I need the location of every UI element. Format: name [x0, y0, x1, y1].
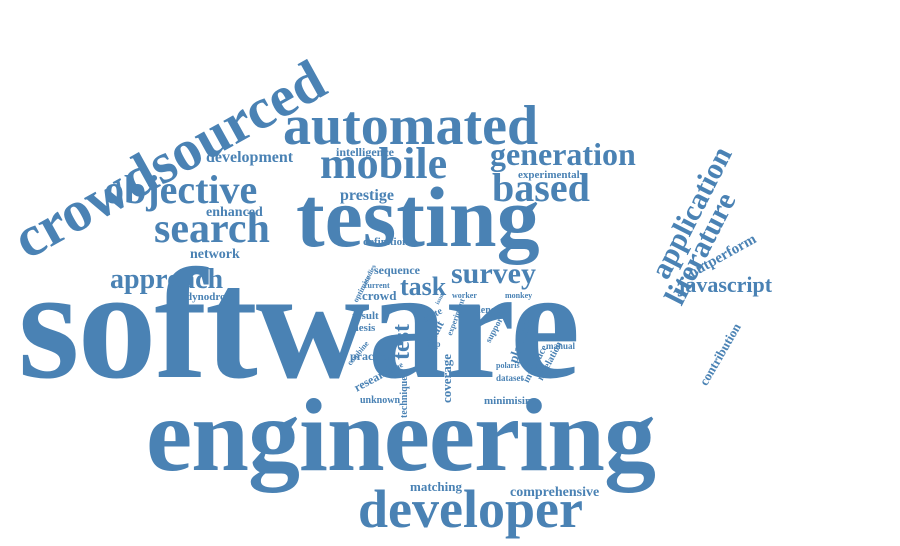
word-current: current — [364, 281, 390, 290]
word-software: software — [18, 237, 580, 412]
word-approach: approach — [110, 264, 224, 295]
word-polaris: polaris — [496, 361, 520, 370]
word-enhanced: enhanced — [206, 205, 263, 220]
word-testing: testing — [296, 169, 540, 265]
word-definition: definition — [363, 236, 409, 248]
word-app: app — [426, 339, 441, 349]
word-monkey: monkey — [505, 291, 533, 300]
word-contribution: contribution — [696, 320, 744, 388]
word-thesis: thesis — [349, 322, 376, 334]
word-test: test — [389, 324, 415, 360]
word-automated: automated — [283, 95, 539, 157]
word-prestige: prestige — [340, 187, 394, 204]
word-manual: manual — [546, 341, 576, 351]
word-survey: survey — [451, 257, 536, 290]
word-comprehensive: comprehensive — [510, 485, 600, 500]
word-search: search — [154, 206, 270, 252]
word-developer: developer — [358, 479, 583, 539]
word-technique: technique — [399, 376, 410, 418]
word-dynodroid: dynodroid — [186, 291, 235, 303]
word-experimental: experimental — [518, 169, 580, 181]
word-intelligence: intelligence — [336, 145, 394, 159]
word-based: based — [492, 165, 590, 210]
word-practice: practice — [350, 349, 392, 363]
word-unknown: unknown — [360, 395, 401, 406]
word-matching: matching — [410, 479, 462, 494]
word-dataset: dataset — [496, 373, 524, 383]
word-javascript: javascript — [678, 272, 773, 297]
word-mobile: mobile — [320, 139, 448, 188]
word-objective: objective — [104, 167, 258, 212]
word-sequence: sequence — [374, 263, 420, 277]
word-network: network — [190, 247, 240, 262]
word-task: task — [400, 272, 447, 301]
word-development: development — [206, 149, 294, 166]
word-minimising: minimising — [484, 395, 537, 407]
word-engineering: engineering — [146, 378, 656, 493]
word-result: result — [352, 310, 379, 322]
word-generation: generation — [490, 136, 636, 172]
word-length: length — [478, 305, 505, 316]
word-crowd: crowd — [362, 288, 397, 303]
word-coverage: coverage — [439, 353, 454, 403]
word-worker: worker — [452, 291, 477, 300]
